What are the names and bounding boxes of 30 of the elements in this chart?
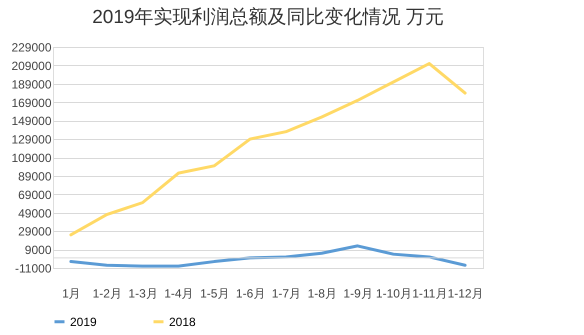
y-tick-label: 9000 [24,243,52,258]
x-tick-label: 1-8月 [308,286,337,300]
x-tick-label: 1-10月 [376,286,412,300]
y-tick-label: 109000 [11,151,52,165]
chart-title: 2019年实现利润总额及同比变化情况 万元 [92,6,444,28]
x-tick-label: 1-5月 [200,286,230,300]
legend-label: 2019 [70,314,98,329]
y-tick-label: 229000 [11,40,52,54]
y-tick-label: -11000 [15,262,52,276]
y-tick-label: 69000 [18,188,52,202]
x-tick-label: 1-12月 [448,286,484,300]
y-tick-label: 29000 [18,224,52,239]
x-tick-label: 1-7月 [272,286,302,300]
line-series [69,62,467,236]
y-tick-label: 189000 [11,77,52,92]
y-tick-label: 169000 [11,96,52,110]
x-tick-label: 1-2月 [92,286,122,300]
x-tick-label: 1-11月 [412,286,448,300]
line-series [69,244,467,268]
y-tick-label: 89000 [18,169,52,184]
y-tick-label: 129000 [11,132,52,147]
legend-label: 2018 [169,314,196,329]
x-tick-label: 1-4月 [164,286,194,300]
y-tick-label: 49000 [18,206,52,220]
x-tick-label: 1月 [62,286,81,300]
x-tick-label: 1-3月 [128,286,158,300]
y-tick-label: 209000 [11,58,52,73]
y-tick-label: 149000 [11,114,52,128]
x-tick-label: 1-6月 [236,286,266,300]
x-tick-label: 1-9月 [343,286,373,300]
